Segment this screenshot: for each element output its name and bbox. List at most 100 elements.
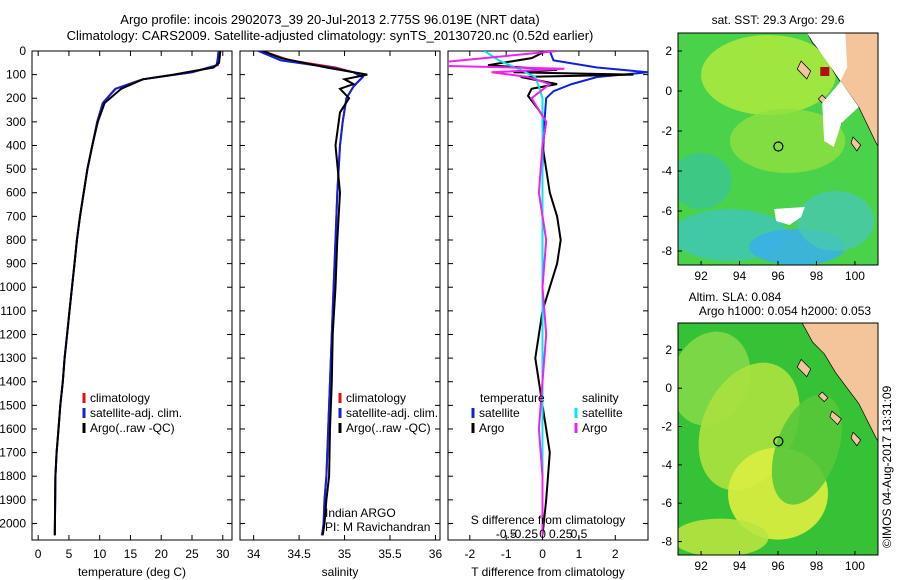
x-tick-label: 15 bbox=[124, 547, 138, 561]
plot-frame bbox=[239, 50, 441, 541]
y-tick-label: 900 bbox=[6, 257, 26, 271]
x-tick-label: 0 bbox=[35, 547, 42, 561]
lat-tick-label: -6 bbox=[661, 204, 672, 218]
map-anomaly-patch bbox=[797, 191, 875, 251]
map-title: Argo h1000: 0.054 h2000: 0.053 bbox=[699, 304, 871, 318]
series-line-salinity-argo bbox=[448, 51, 565, 536]
lon-tick-label: 98 bbox=[810, 269, 824, 283]
x-tick-label: -2 bbox=[464, 547, 475, 561]
x-tick-label: 2 bbox=[612, 547, 619, 561]
series-group bbox=[53, 51, 222, 536]
land-island bbox=[817, 391, 829, 403]
salinity-panel: 34 34.5 35 35.5 36 climatologysatellite-adj. … bbox=[239, 50, 443, 579]
s-axis-label: S difference from climatology bbox=[471, 513, 626, 527]
y-tick-label: 1300 bbox=[0, 351, 26, 365]
timestamp: ©IMOS 04-Aug-2017 13:31:09 bbox=[880, 385, 894, 548]
lon-tick-label: 92 bbox=[694, 559, 708, 573]
y-tick-label: 1700 bbox=[0, 446, 26, 460]
series-line-argo-raw-qc- bbox=[262, 51, 368, 536]
legend-label: climatology bbox=[346, 391, 406, 405]
legend-label: climatology bbox=[90, 391, 150, 405]
y-tick-label: 1200 bbox=[0, 327, 26, 341]
map-anomaly-patch bbox=[729, 109, 846, 173]
legend-label: satellite-adj. clim. bbox=[346, 406, 438, 420]
land-island bbox=[796, 60, 812, 80]
map-field bbox=[678, 33, 878, 265]
s-tick-label: -0.5 bbox=[496, 527, 517, 541]
x-tick-label: 1 bbox=[576, 547, 583, 561]
y-tick-label: 1600 bbox=[0, 422, 26, 436]
s-tick-label: 0.5 bbox=[571, 527, 588, 541]
lat-tick-label: -6 bbox=[661, 496, 672, 510]
legend-label: Argo bbox=[479, 421, 505, 435]
lat-tick-label: 2 bbox=[665, 44, 672, 58]
y-tick-label: 1100 bbox=[0, 304, 26, 318]
legend-label: satellite bbox=[582, 406, 623, 420]
map-anomaly-patch bbox=[678, 153, 732, 209]
x-tick-label: 20 bbox=[155, 547, 169, 561]
lat-tick-label: 2 bbox=[665, 343, 672, 357]
x-tick-label: 36 bbox=[429, 547, 443, 561]
difference-panel: -2 -1 0 1 2 -0.5-0.25 0 0.250.5S difference fro… bbox=[447, 50, 649, 579]
legend-label: Argo(..raw -QC) bbox=[346, 421, 431, 435]
lon-tick-label: 98 bbox=[810, 559, 824, 573]
legend-label: Argo(..raw -QC) bbox=[90, 421, 175, 435]
hot-sst-patch bbox=[820, 67, 830, 76]
page-subtitle: Climatology: CARS2009. Satellite-adjuste… bbox=[66, 28, 594, 43]
x-tick-label: 10 bbox=[93, 547, 107, 561]
land-island bbox=[796, 358, 812, 378]
legend-heading: temperature bbox=[480, 391, 545, 405]
x-tick-label: 35 bbox=[338, 547, 352, 561]
x-axis-label: T difference from climatology bbox=[471, 565, 625, 579]
x-axis-label: temperature (deg C) bbox=[78, 565, 186, 579]
float-position-marker bbox=[773, 436, 784, 447]
series-group bbox=[448, 51, 648, 536]
lon-tick-label: 96 bbox=[771, 269, 785, 283]
y-tick-label: 500 bbox=[6, 162, 26, 176]
x-tick-label: 35.5 bbox=[378, 547, 402, 561]
y-tick-label: 700 bbox=[6, 209, 26, 223]
x-axis-label: salinity bbox=[322, 565, 359, 579]
map-anomaly-patch bbox=[771, 394, 842, 505]
legend-label: satellite-adj. clim. bbox=[90, 406, 182, 420]
y-tick-label: 1500 bbox=[0, 398, 26, 412]
temperature-panel: 0 5 10 15 20 25 300100200300400500600700800900… bbox=[0, 44, 233, 579]
lat-tick-label: -2 bbox=[661, 124, 672, 138]
lat-tick-label: -4 bbox=[661, 164, 672, 178]
plot-frame bbox=[31, 50, 233, 541]
lon-tick-label: 94 bbox=[733, 559, 747, 573]
y-tick-label: 400 bbox=[6, 138, 26, 152]
x-tick-label: 30 bbox=[216, 547, 230, 561]
series-line-argo-raw-qc- bbox=[53, 51, 222, 536]
y-tick-label: 100 bbox=[6, 68, 26, 82]
y-tick-label: 1400 bbox=[0, 375, 26, 389]
x-tick-label: 34.5 bbox=[287, 547, 311, 561]
land-island bbox=[850, 431, 862, 447]
s-tick-label: -0.25 bbox=[511, 527, 539, 541]
x-tick-label: -1 bbox=[501, 547, 512, 561]
lon-tick-label: 100 bbox=[845, 559, 865, 573]
lon-tick-label: 94 bbox=[733, 269, 747, 283]
y-tick-label: 800 bbox=[6, 233, 26, 247]
map-title: Altim. SLA: 0.084 bbox=[689, 290, 782, 304]
y-tick-label: 1800 bbox=[0, 469, 26, 483]
y-tick-label: 1900 bbox=[0, 493, 26, 507]
s-tick-label: 0.25 bbox=[549, 527, 573, 541]
annotation-line1: Indian ARGO bbox=[325, 506, 396, 520]
legend-label: satellite bbox=[479, 406, 520, 420]
series-group bbox=[257, 51, 368, 536]
land-island bbox=[850, 136, 862, 152]
lat-tick-label: -4 bbox=[661, 458, 672, 472]
sst-map: sat. SST: 29.3 Argo: 29.6 92 94 96 98 100 2 0 -2… bbox=[661, 13, 879, 283]
y-tick-label: 300 bbox=[6, 115, 26, 129]
legend-label: Argo bbox=[582, 421, 608, 435]
map-field bbox=[678, 323, 878, 555]
float-position-marker bbox=[773, 141, 784, 152]
x-tick-label: 25 bbox=[185, 547, 199, 561]
land-sumatra bbox=[801, 323, 878, 442]
y-tick-label: 1000 bbox=[0, 280, 26, 294]
lon-tick-label: 100 bbox=[845, 269, 865, 283]
lat-tick-label: -2 bbox=[661, 420, 672, 434]
x-tick-label: 0 bbox=[539, 547, 546, 561]
map-anomaly-patch bbox=[678, 518, 769, 555]
